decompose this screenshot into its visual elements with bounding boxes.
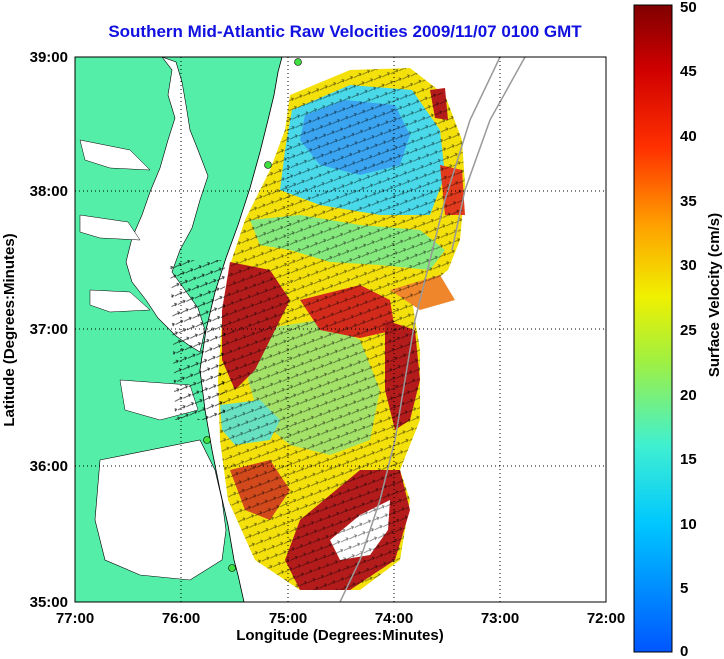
x-tick-label: 74:00: [375, 610, 413, 627]
velocity-arrows: [218, 68, 465, 590]
x-tick-label: 72:00: [587, 610, 625, 627]
x-tick-label: 76:00: [162, 610, 200, 627]
colorbar-tick-label: 35: [680, 193, 697, 210]
colorbar-ticks: 50 45 40 35 30 25 20 15 10 5 0: [680, 0, 697, 659]
station-marker: [228, 564, 236, 572]
colorbar-tick-label: 10: [680, 516, 697, 533]
colorbar-tick-label: 45: [680, 63, 697, 80]
station-marker: [264, 161, 272, 169]
colorbar-tick-label: 25: [680, 322, 697, 339]
x-tick-label: 73:00: [481, 610, 519, 627]
y-axis-label: Latitude (Degrees:Minutes): [1, 233, 18, 426]
plot-frame: [74, 56, 607, 603]
y-axis: 39:00 38:00 37:00 36:00 35:00: [30, 49, 68, 611]
colorbar-tick-label: 50: [680, 0, 697, 16]
grid-lines: [75, 57, 606, 602]
x-tick-label: 77:00: [56, 610, 94, 627]
colorbar-tick-label: 5: [680, 580, 688, 597]
colorbar-tick-label: 30: [680, 257, 697, 274]
station-marker: [203, 436, 211, 444]
y-tick-label: 37:00: [30, 321, 68, 338]
map-title: Southern Mid-Atlantic Raw Velocities 200…: [108, 22, 582, 41]
x-tick-label: 75:00: [269, 610, 307, 627]
colorbar-label: Surface Velocity (cm/s): [706, 213, 723, 377]
y-tick-label: 38:00: [30, 183, 68, 200]
colorbar-tick-label: 15: [680, 451, 697, 468]
y-tick-label: 36:00: [30, 458, 68, 475]
y-tick-label: 39:00: [30, 49, 68, 66]
pamlico-sound: [94, 439, 227, 581]
colorbar-tick-label: 0: [680, 643, 688, 659]
colorbar-tick-label: 20: [680, 387, 697, 404]
colorbar: [633, 4, 673, 653]
x-axis-label: Longitude (Degrees:Minutes): [236, 627, 444, 644]
y-tick-label: 35:00: [30, 594, 68, 611]
station-marker: [294, 58, 302, 66]
colorbar-tick-label: 40: [680, 128, 697, 145]
x-axis: 77:00 76:00 75:00 74:00 73:00 72:00: [56, 610, 625, 627]
